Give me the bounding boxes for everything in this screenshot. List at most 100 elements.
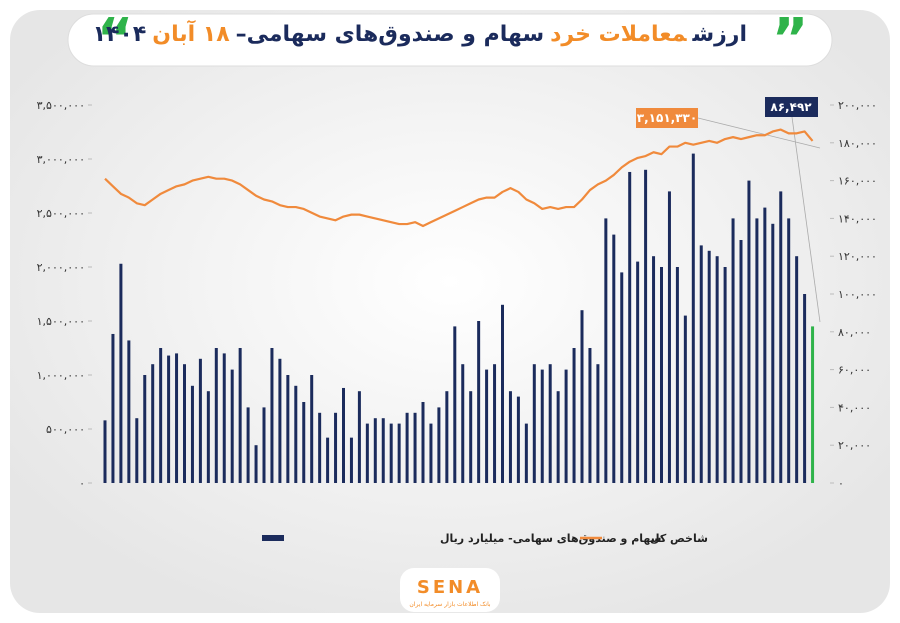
bar [747, 180, 751, 483]
bar [739, 240, 743, 483]
bar [318, 412, 322, 483]
bar [731, 218, 735, 483]
bar [381, 418, 385, 483]
annotation-leader [697, 117, 821, 149]
bar [413, 412, 417, 483]
bar [572, 348, 576, 483]
annotation: ۸۶,۴۹۲ [770, 100, 812, 114]
bar [167, 355, 171, 483]
logo-bg [400, 568, 500, 612]
index-line [104, 128, 814, 228]
bar [349, 437, 353, 483]
bar [326, 437, 330, 483]
y2-tick-label: ۸۰,۰۰۰ [838, 326, 871, 339]
bar [667, 191, 671, 483]
bar [501, 304, 504, 483]
bar [811, 326, 815, 483]
bar [540, 369, 544, 483]
bar [469, 391, 473, 483]
bar [691, 153, 695, 483]
quote-mark: “ [97, 7, 134, 72]
y-tick-label: ۵۰۰,۰۰۰ [46, 423, 85, 436]
annotation-leader [791, 116, 821, 323]
bar [707, 250, 711, 483]
bar [278, 358, 282, 483]
bar [445, 391, 449, 483]
bar [159, 348, 163, 483]
bar [453, 326, 457, 483]
y2-tick-label: ۱۲۰,۰۰۰ [838, 250, 877, 263]
y-tick-label: ۲,۰۰۰,۰۰۰ [37, 261, 85, 274]
y2-tick-label: ۱۶۰,۰۰۰ [838, 175, 877, 188]
bar [342, 387, 345, 483]
bar [803, 294, 807, 483]
bar [365, 423, 369, 483]
bar [795, 256, 799, 483]
title-part: ارزش [692, 22, 747, 47]
bar [103, 420, 107, 483]
bar [143, 375, 147, 483]
bar [461, 364, 465, 483]
bar [270, 348, 274, 483]
bar [683, 315, 687, 483]
bar [652, 256, 656, 483]
y-tick-label: ۱,۰۰۰,۰۰۰ [37, 369, 85, 382]
annotation-box [636, 108, 698, 128]
y2-tick-label: ۴۰,۰۰۰ [838, 401, 871, 414]
bar [660, 267, 663, 483]
bar [397, 423, 401, 483]
bar [787, 218, 791, 483]
y-tick-label: ۲,۵۰۰,۰۰۰ [37, 207, 85, 220]
bar [310, 375, 314, 483]
bar [230, 369, 234, 483]
bar [111, 333, 115, 483]
y-tick-label: ۳,۵۰۰,۰۰۰ [37, 99, 85, 112]
bar [485, 369, 489, 483]
bar [628, 171, 632, 483]
bar [373, 418, 377, 483]
logo-tagline: بانک اطلاعات بازار سرمایه ایران [409, 601, 491, 608]
bar [636, 261, 640, 483]
title-pill [67, 13, 833, 67]
y2-tick-label: ۰ [838, 477, 844, 490]
bar [183, 364, 186, 483]
bar [564, 369, 568, 483]
bar [675, 267, 679, 483]
bar [524, 423, 528, 483]
bar [580, 310, 584, 483]
legend-swatch [262, 535, 284, 541]
bar [548, 364, 552, 483]
bar [294, 385, 298, 483]
bar [755, 218, 759, 483]
bar [190, 385, 194, 483]
bar [516, 396, 520, 483]
chart-title: ارزشمعاملات خردسهام و صندوق‌های سهامی–۱۸… [93, 22, 750, 47]
bar [262, 407, 266, 483]
bar [556, 391, 560, 483]
bar [421, 402, 425, 483]
bar [119, 263, 123, 483]
y2-tick-label: ۶۰,۰۰۰ [838, 364, 871, 377]
bar [508, 391, 512, 483]
bar [302, 402, 306, 483]
y-tick-label: ۱,۵۰۰,۰۰۰ [37, 315, 85, 328]
bar [175, 353, 179, 483]
title-part: معاملات خرد [550, 22, 687, 47]
bar [198, 358, 202, 483]
bar [699, 245, 703, 483]
bar [477, 321, 481, 483]
y2-tick-label: ۲۰,۰۰۰ [838, 439, 871, 452]
bar [723, 267, 727, 483]
bar [214, 348, 218, 483]
bar [334, 412, 338, 483]
title-part: ۱۴۰۴ [92, 22, 147, 47]
annotation: ۳,۱۵۱,۳۳۰ [637, 111, 697, 125]
bar [596, 364, 600, 483]
y2-tick-label: ۱۸۰,۰۰۰ [838, 137, 877, 150]
bar [779, 191, 783, 483]
legend-label: شاخص کل [650, 532, 708, 545]
bar [715, 256, 719, 483]
bar [246, 407, 250, 483]
bar [254, 445, 258, 483]
